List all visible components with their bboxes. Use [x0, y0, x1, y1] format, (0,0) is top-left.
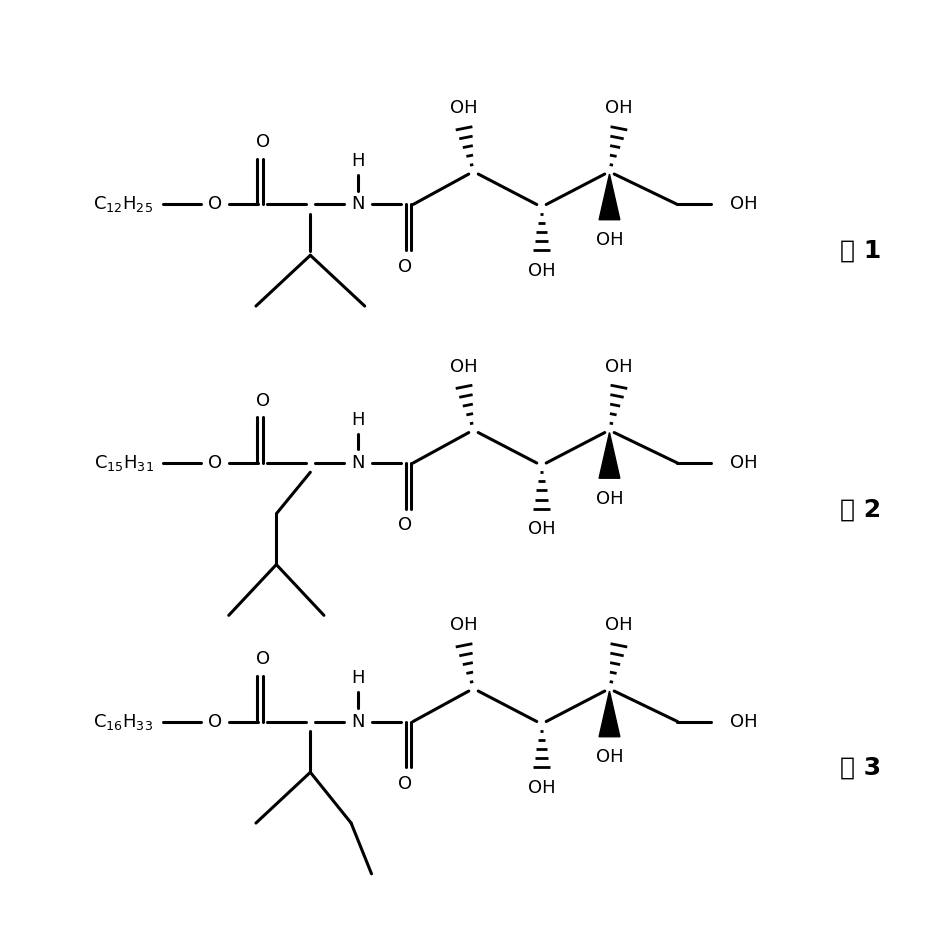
Text: N: N — [351, 195, 365, 214]
Text: O: O — [256, 392, 270, 409]
Text: OH: OH — [527, 261, 555, 280]
Text: OH: OH — [605, 99, 633, 117]
Text: O: O — [399, 257, 413, 276]
Text: 式 1: 式 1 — [840, 239, 882, 263]
Text: O: O — [256, 650, 270, 669]
Text: OH: OH — [450, 357, 478, 376]
Text: O: O — [399, 775, 413, 793]
Text: OH: OH — [596, 232, 623, 249]
Text: OH: OH — [527, 520, 555, 538]
Polygon shape — [599, 432, 620, 478]
Text: N: N — [351, 454, 365, 472]
Text: H: H — [351, 669, 365, 687]
Polygon shape — [599, 174, 620, 219]
Text: O: O — [208, 454, 223, 472]
Text: $\mathregular{C_{16}H_{33}}$: $\mathregular{C_{16}H_{33}}$ — [94, 711, 153, 732]
Text: N: N — [351, 712, 365, 731]
Text: OH: OH — [730, 454, 758, 472]
Text: O: O — [208, 195, 223, 214]
Polygon shape — [599, 691, 620, 737]
Text: $\mathregular{C_{12}H_{25}}$: $\mathregular{C_{12}H_{25}}$ — [94, 194, 153, 215]
Text: OH: OH — [450, 616, 478, 634]
Text: H: H — [351, 153, 365, 170]
Text: H: H — [351, 411, 365, 429]
Text: O: O — [208, 712, 223, 731]
Text: OH: OH — [596, 490, 623, 507]
Text: OH: OH — [730, 195, 758, 214]
Text: 式 2: 式 2 — [840, 497, 882, 521]
Text: OH: OH — [605, 357, 633, 376]
Text: O: O — [399, 517, 413, 534]
Text: OH: OH — [596, 748, 623, 766]
Text: OH: OH — [527, 779, 555, 796]
Text: 式 3: 式 3 — [840, 756, 882, 780]
Text: O: O — [256, 133, 270, 151]
Text: OH: OH — [450, 99, 478, 117]
Text: OH: OH — [730, 712, 758, 731]
Text: $\mathregular{C_{15}H_{31}}$: $\mathregular{C_{15}H_{31}}$ — [94, 453, 153, 473]
Text: OH: OH — [605, 616, 633, 634]
